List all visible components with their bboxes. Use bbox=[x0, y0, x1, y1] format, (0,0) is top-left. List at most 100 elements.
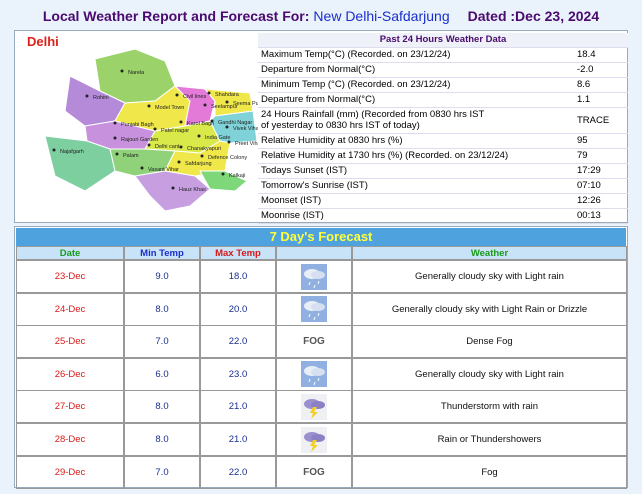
max-temp-cell: 22.0 bbox=[200, 325, 276, 359]
raindrop bbox=[308, 379, 311, 383]
data-row: Relative Humidity at 1730 hrs (%) (Recor… bbox=[258, 148, 628, 164]
map-point bbox=[147, 143, 151, 147]
map-point bbox=[179, 120, 183, 124]
map-point bbox=[147, 104, 151, 108]
map-point bbox=[113, 121, 117, 125]
icon-text: FOG bbox=[303, 336, 325, 348]
map-point bbox=[153, 127, 157, 131]
district bbox=[44, 135, 116, 192]
past-24h-body: Maximum Temp(°C) (Recorded. on 23/12/24)… bbox=[258, 47, 628, 224]
icon-cell bbox=[276, 260, 352, 293]
data-row: Departure from Normal(°C) -2.0 bbox=[258, 62, 628, 78]
forecast-panel: 7 Day's Forecast Date Min Temp Max Temp Wea… bbox=[14, 226, 628, 489]
map-point bbox=[207, 91, 211, 95]
row-label: Relative Humidity at 0830 hrs (%) bbox=[258, 133, 574, 149]
map-label: Vasant Vihar bbox=[148, 167, 179, 173]
date-cell: 27-Dec bbox=[16, 390, 124, 424]
raindrop bbox=[308, 313, 311, 318]
date-cell: 28-Dec bbox=[16, 423, 124, 456]
data-row: Tomorrow's Sunrise (IST) 07:10 bbox=[258, 178, 628, 194]
map-point bbox=[175, 93, 179, 97]
map-point bbox=[171, 186, 175, 190]
min-temp-cell: 6.0 bbox=[124, 357, 200, 391]
data-row: 24 Hours Rainfall (mm) (Recorded from 08… bbox=[258, 107, 628, 134]
row-value: 18.4 bbox=[574, 47, 628, 63]
raindrop bbox=[308, 281, 311, 285]
map-label: Seelampur bbox=[211, 104, 238, 110]
map-point bbox=[225, 100, 229, 104]
weather-cell: Thunderstorm with rain bbox=[352, 390, 627, 424]
min-temp-cell: 7.0 bbox=[124, 455, 200, 489]
weather-cell: Generally cloudy sky with Light Rain or … bbox=[352, 292, 627, 326]
delhi-map: Delhi Narela Rohini Model Town Civil lines S… bbox=[27, 34, 258, 212]
row-label: Departure from Normal(°C) bbox=[258, 92, 574, 108]
icon-cell bbox=[276, 390, 352, 424]
map-label: Model Town bbox=[155, 105, 184, 111]
row-label: Relative Humidity at 1730 hrs (%) (Recor… bbox=[258, 148, 574, 164]
map-label: Civil lines bbox=[183, 94, 206, 100]
data-row: Relative Humidity at 0830 hrs (%) 95 bbox=[258, 133, 628, 149]
row-value: 79 bbox=[574, 148, 628, 164]
max-temp-cell: 21.0 bbox=[200, 390, 276, 424]
row-label: Moonset (IST) bbox=[258, 193, 574, 209]
icon-cell bbox=[276, 423, 352, 456]
raindrop bbox=[317, 280, 320, 284]
map-point bbox=[203, 103, 207, 107]
data-row: Minimum Temp (°C) (Recorded. on 23/12/24… bbox=[258, 77, 628, 93]
cloud bbox=[311, 303, 325, 312]
max-temp-cell: 22.0 bbox=[200, 455, 276, 489]
data-row: Todays Sunset (IST) 17:29 bbox=[258, 163, 628, 179]
report-date: Dated :Dec 23, 2024 bbox=[467, 8, 600, 24]
map-title: Delhi bbox=[27, 34, 59, 49]
row-label: Departure from Normal(°C) bbox=[258, 62, 574, 78]
weather-cell: Dense Fog bbox=[352, 325, 627, 359]
raindrop bbox=[317, 312, 320, 317]
map-label: Preet Vihar bbox=[235, 141, 258, 147]
map-point bbox=[177, 160, 181, 164]
row-label: Moonrise (IST) bbox=[258, 208, 574, 224]
map-point bbox=[140, 166, 144, 170]
raindrop bbox=[317, 378, 320, 382]
map-label: Chanakyapuri bbox=[187, 146, 221, 152]
row-value: 17:29 bbox=[574, 163, 628, 179]
map-label: Najafgarh bbox=[60, 149, 84, 155]
date-cell: 24-Dec bbox=[16, 292, 124, 326]
map-point bbox=[210, 119, 214, 123]
lightning bbox=[310, 439, 318, 452]
date-cell: 29-Dec bbox=[16, 455, 124, 489]
past-24h-table: Past 24 Hours Weather Data Maximum Temp(… bbox=[258, 33, 628, 224]
min-temp-cell: 7.0 bbox=[124, 325, 200, 359]
row-value: 07:10 bbox=[574, 178, 628, 194]
date-cell: 26-Dec bbox=[16, 357, 124, 391]
weather-cell: Generally cloudy sky with Light rain bbox=[352, 260, 627, 293]
row-label: Maximum Temp(°C) (Recorded. on 23/12/24) bbox=[258, 47, 574, 63]
row-label: Minimum Temp (°C) (Recorded. on 23/12/24… bbox=[258, 77, 574, 93]
map-label: Rajouri Garden bbox=[121, 137, 158, 143]
row-value: TRACE bbox=[574, 107, 628, 134]
min-temp-cell: 8.0 bbox=[124, 423, 200, 456]
weather-cell: Generally cloudy sky with Light rain bbox=[352, 357, 627, 391]
map-point bbox=[221, 172, 225, 176]
map-label: India Gate bbox=[205, 135, 230, 141]
max-temp-cell: 18.0 bbox=[200, 260, 276, 293]
min-temp-cell: 8.0 bbox=[124, 292, 200, 326]
max-temp-cell: 20.0 bbox=[200, 292, 276, 326]
map-point bbox=[200, 154, 204, 158]
cloud bbox=[311, 270, 325, 279]
map-label: Rohini bbox=[93, 95, 109, 101]
weather-icon bbox=[301, 361, 327, 388]
icon-cell bbox=[276, 292, 352, 326]
title-text: Local Weather Report and Forecast For: bbox=[42, 8, 310, 24]
weather-icon bbox=[301, 426, 327, 453]
column-header: Max Temp bbox=[200, 246, 276, 260]
map-label: Punjabi Bagh bbox=[121, 122, 154, 128]
row-value: 1.1 bbox=[574, 92, 628, 108]
map-point bbox=[115, 152, 119, 156]
map-label: Palam bbox=[123, 153, 139, 159]
map-label: Defence Colony bbox=[208, 155, 247, 161]
district bbox=[134, 170, 211, 212]
data-row: Departure from Normal(°C) 1.1 bbox=[258, 92, 628, 108]
icon-cell: FOG bbox=[276, 325, 352, 359]
row-label: Tomorrow's Sunrise (IST) bbox=[258, 178, 574, 194]
